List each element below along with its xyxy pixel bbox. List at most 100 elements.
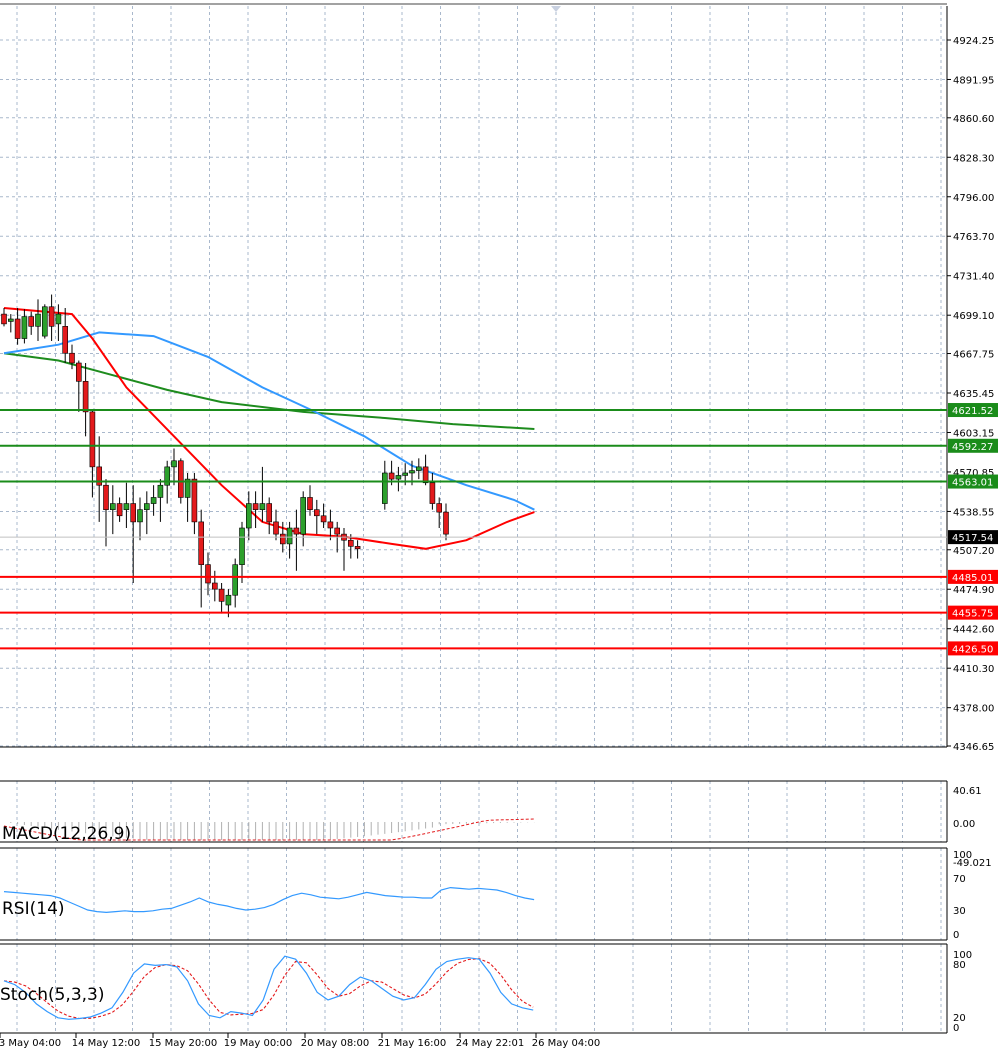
resistance-level-tag: [948, 474, 998, 489]
candle-body: [422, 466, 429, 484]
candle-body: [89, 411, 96, 468]
price-axis-label: 4635.45: [953, 389, 994, 400]
macd-signal-line: [3, 818, 536, 841]
stoch-axis-label: 80: [953, 960, 966, 971]
rsi-axis-label: 30: [953, 906, 966, 917]
candle-body: [76, 362, 82, 382]
candle-body: [82, 381, 89, 413]
rsi-indicator-label: RSI(14): [2, 899, 65, 919]
candle-body: [28, 316, 35, 327]
macd-axis-label: -49.021: [953, 858, 992, 869]
candle-body: [212, 582, 218, 590]
time-axis-label: 3 May 04:00: [0, 1038, 61, 1048]
candle-body: [239, 527, 245, 565]
price-axis-label: 4763.70: [953, 232, 994, 243]
time-axis-label: 26 May 04:00: [532, 1038, 601, 1048]
candle-body: [14, 318, 21, 339]
support-level-tag: [948, 605, 998, 620]
candle-body: [232, 564, 238, 596]
price-axis-label: 4442.60: [953, 625, 994, 636]
candle-body: [402, 472, 409, 476]
candle-body: [429, 482, 436, 504]
candle-body: [41, 306, 48, 337]
time-axis-label: 24 May 22:01: [456, 1038, 525, 1048]
resistance-level-tag: [948, 403, 998, 418]
candle-body: [327, 521, 334, 529]
price-axis-label: 4796.00: [953, 193, 994, 204]
price-axis-label: 4699.10: [953, 311, 994, 322]
price-axis-label: 4378.00: [953, 704, 994, 715]
candle-body: [55, 313, 62, 325]
stoch-indicator-label: Stoch(5,3,3): [0, 985, 105, 1005]
candle-body: [116, 503, 123, 517]
candle-body: [443, 511, 449, 535]
candle-body: [286, 527, 293, 545]
price-axis-label: 4603.15: [953, 428, 994, 439]
candle-body: [137, 509, 143, 523]
price-axis-label: 4507.20: [953, 546, 994, 557]
rsi-axis-label: 70: [953, 874, 966, 885]
candle-body: [48, 306, 55, 327]
candle-body: [21, 316, 28, 339]
rsi-axis-label: 0: [953, 930, 959, 941]
candle-body: [184, 478, 191, 498]
candle-body: [313, 509, 320, 517]
resistance-level-tag: [948, 438, 998, 453]
candle-body: [150, 497, 157, 504]
rsi-axis-label: 100: [953, 850, 972, 861]
candle-body: [259, 503, 266, 510]
time-axis-label: 15 May 20:00: [149, 1038, 218, 1048]
candle-body: [130, 503, 136, 523]
candle-body: [225, 594, 232, 606]
candle-body: [334, 527, 341, 535]
candle-body: [415, 466, 422, 471]
candle-body: [144, 503, 150, 510]
stoch-axis-label: 20: [953, 1013, 966, 1024]
candle-body: [293, 527, 300, 535]
chart-shift-marker-icon: [551, 6, 561, 12]
price-axis-label: 4410.30: [953, 664, 994, 675]
support-level-label: 4485.01: [952, 573, 993, 584]
candle-body: [123, 503, 130, 510]
time-axis-label: 14 May 12:00: [72, 1038, 141, 1048]
candle-body: [320, 515, 327, 523]
candle-body: [388, 472, 395, 480]
price-axis-label: 4860.60: [953, 114, 994, 125]
candle-body: [62, 326, 69, 354]
price-axis-label: 4924.25: [953, 36, 994, 47]
stoch-main-line: [3, 955, 534, 1020]
candle-body: [171, 460, 177, 468]
candle-body: [8, 318, 14, 322]
price-axis-label: 4570.85: [953, 468, 994, 479]
candle-body: [436, 503, 443, 513]
candle-body: [307, 497, 313, 510]
candle-body: [191, 478, 198, 523]
candle-body: [252, 503, 259, 510]
price-axis-label: 4667.75: [953, 350, 994, 361]
candle-body: [110, 503, 116, 510]
candle-body: [409, 470, 415, 474]
candle-body: [395, 475, 402, 480]
macd-axis-label: 40.61: [953, 786, 982, 797]
candle-body: [354, 546, 361, 550]
current-price-label: 4517.54: [952, 533, 993, 544]
candle-body: [96, 466, 102, 486]
candle-body: [266, 503, 273, 523]
price-axis-label: 4346.65: [953, 742, 994, 753]
candle-body: [103, 484, 109, 510]
stoch-signal-line: [3, 958, 534, 1020]
macd-indicator-label: MACD(12,26,9): [2, 824, 131, 844]
price-axis-label: 4731.40: [953, 272, 994, 283]
price-axis-label: 4828.30: [953, 153, 994, 164]
stoch-axis-label: 100: [953, 950, 972, 961]
candle-body: [178, 460, 184, 498]
candle-body: [218, 588, 225, 602]
support-level-tag: [948, 641, 998, 656]
current-price-tag: [948, 530, 998, 545]
candle-body: [1, 313, 7, 325]
price-axis-label: 4474.90: [953, 585, 994, 596]
moving-average-mid-line: [3, 331, 535, 511]
support-level-label: 4455.75: [952, 609, 993, 620]
